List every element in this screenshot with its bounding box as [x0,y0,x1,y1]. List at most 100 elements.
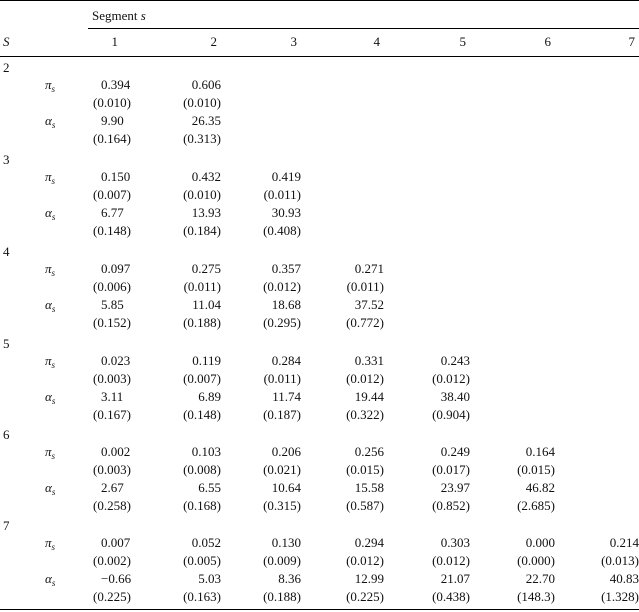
pi-se-4: (0.015) [346,462,384,477]
alpha-value-2: 6.89 [198,389,221,404]
pi-value-2: 0.103 [191,444,221,459]
pi-value-6: 0.164 [525,444,555,459]
alpha-se-2: (0.313) [183,131,221,146]
alpha-value-2: 26.35 [191,113,221,128]
pi-se-1: (0.003) [93,371,131,386]
pi-label: πs [45,77,56,94]
alpha-value-3: 10.64 [271,480,301,495]
alpha-se-1: (0.258) [93,498,131,513]
column-header-2: 2 [210,34,218,49]
pi-value-4: 0.294 [354,535,384,550]
group-label-S7: 7 [3,518,10,533]
alpha-value-3: 11.74 [272,389,301,404]
pi-value-1: 0.394 [101,77,131,92]
pi-se-1: (0.010) [93,95,131,110]
pi-se-3: (0.011) [263,371,301,386]
pi-value-4: 0.271 [354,261,384,276]
pi-value-6: 0.000 [525,535,555,550]
S-header: S [3,34,10,49]
alpha-se-1: (0.148) [93,223,131,238]
pi-se-2: (0.011) [183,279,221,294]
alpha-value-1: 2.67 [101,480,124,495]
alpha-value-3: 8.36 [278,571,301,586]
table-top-rule [0,0,639,1]
pi-se-5: (0.017) [432,462,470,477]
pi-se-3: (0.011) [263,187,301,202]
pi-value-4: 0.256 [354,444,384,459]
alpha-value-6: 22.70 [525,571,555,586]
alpha-se-3: (0.187) [263,407,301,422]
pi-value-3: 0.130 [271,535,301,550]
alpha-se-6: (2.685) [517,498,555,513]
alpha-value-4: 19.44 [354,389,384,404]
alpha-se-3: (0.295) [263,315,301,330]
pi-value-2: 0.275 [191,261,221,276]
alpha-value-7: 40.83 [609,571,639,586]
alpha-se-1: (0.152) [93,315,131,330]
pi-se-2: (0.008) [183,462,221,477]
column-header-6: 6 [544,34,552,49]
pi-value-2: 0.119 [192,353,221,368]
alpha-se-6: (148.3) [517,589,555,604]
column-header-3: 3 [290,34,298,49]
alpha-value-3: 18.68 [271,297,301,312]
alpha-se-2: (0.148) [183,407,221,422]
pi-label: πs [45,261,56,278]
alpha-value-4: 15.58 [354,480,384,495]
pi-value-3: 0.357 [271,261,301,276]
group-label-S5: 5 [3,336,10,351]
alpha-value-4: 12.99 [354,571,384,586]
pi-value-1: 0.002 [101,444,131,459]
pi-se-4: (0.011) [346,279,384,294]
pi-se-7: (0.013) [601,553,639,568]
segment-header: Segment s [92,8,146,23]
pi-value-1: 0.023 [101,353,131,368]
alpha-se-2: (0.184) [183,223,221,238]
alpha-se-3: (0.188) [263,589,301,604]
alpha-value-2: 5.03 [198,571,221,586]
pi-se-4: (0.012) [346,553,384,568]
alpha-value-3: 30.93 [271,205,301,220]
alpha-label: αs [45,480,56,497]
alpha-se-2: (0.168) [183,498,221,513]
alpha-se-4: (0.772) [346,315,384,330]
pi-se-2: (0.007) [183,371,221,386]
group-label-S6: 6 [3,427,10,442]
alpha-se-3: (0.315) [263,498,301,513]
table-bottom-rule [0,609,639,610]
pi-value-5: 0.249 [440,444,470,459]
pi-value-5: 0.303 [440,535,470,550]
pi-value-2: 0.432 [191,169,221,184]
group-label-S3: 3 [3,152,10,167]
alpha-se-5: (0.852) [432,498,470,513]
column-header-5: 5 [459,34,467,49]
pi-value-3: 0.419 [271,169,301,184]
pi-value-1: 0.097 [101,261,131,276]
pi-se-1: (0.003) [93,462,131,477]
pi-value-2: 0.052 [191,535,221,550]
alpha-value-1: 9.90 [101,113,124,128]
pi-se-2: (0.010) [183,187,221,202]
alpha-value-5: 23.97 [440,480,470,495]
pi-value-1: 0.007 [101,535,131,550]
alpha-label: αs [45,113,56,130]
alpha-value-5: 21.07 [440,571,470,586]
pi-label: πs [45,444,56,461]
alpha-se-2: (0.163) [183,589,221,604]
alpha-value-2: 11.04 [192,297,221,312]
alpha-se-4: (0.225) [346,589,384,604]
alpha-value-4: 37.52 [354,297,384,312]
pi-label: πs [45,169,56,186]
pi-value-2: 0.606 [191,77,221,92]
column-header-1: 1 [111,34,119,49]
alpha-se-4: (0.587) [346,498,384,513]
column-header-7: 7 [628,34,636,49]
pi-value-3: 0.284 [271,353,301,368]
pi-value-3: 0.206 [271,444,301,459]
pi-value-5: 0.243 [440,353,470,368]
alpha-se-2: (0.188) [183,315,221,330]
pi-se-1: (0.002) [93,553,131,568]
alpha-se-1: (0.164) [93,131,131,146]
pi-value-4: 0.331 [354,353,384,368]
pi-se-1: (0.006) [93,279,131,294]
